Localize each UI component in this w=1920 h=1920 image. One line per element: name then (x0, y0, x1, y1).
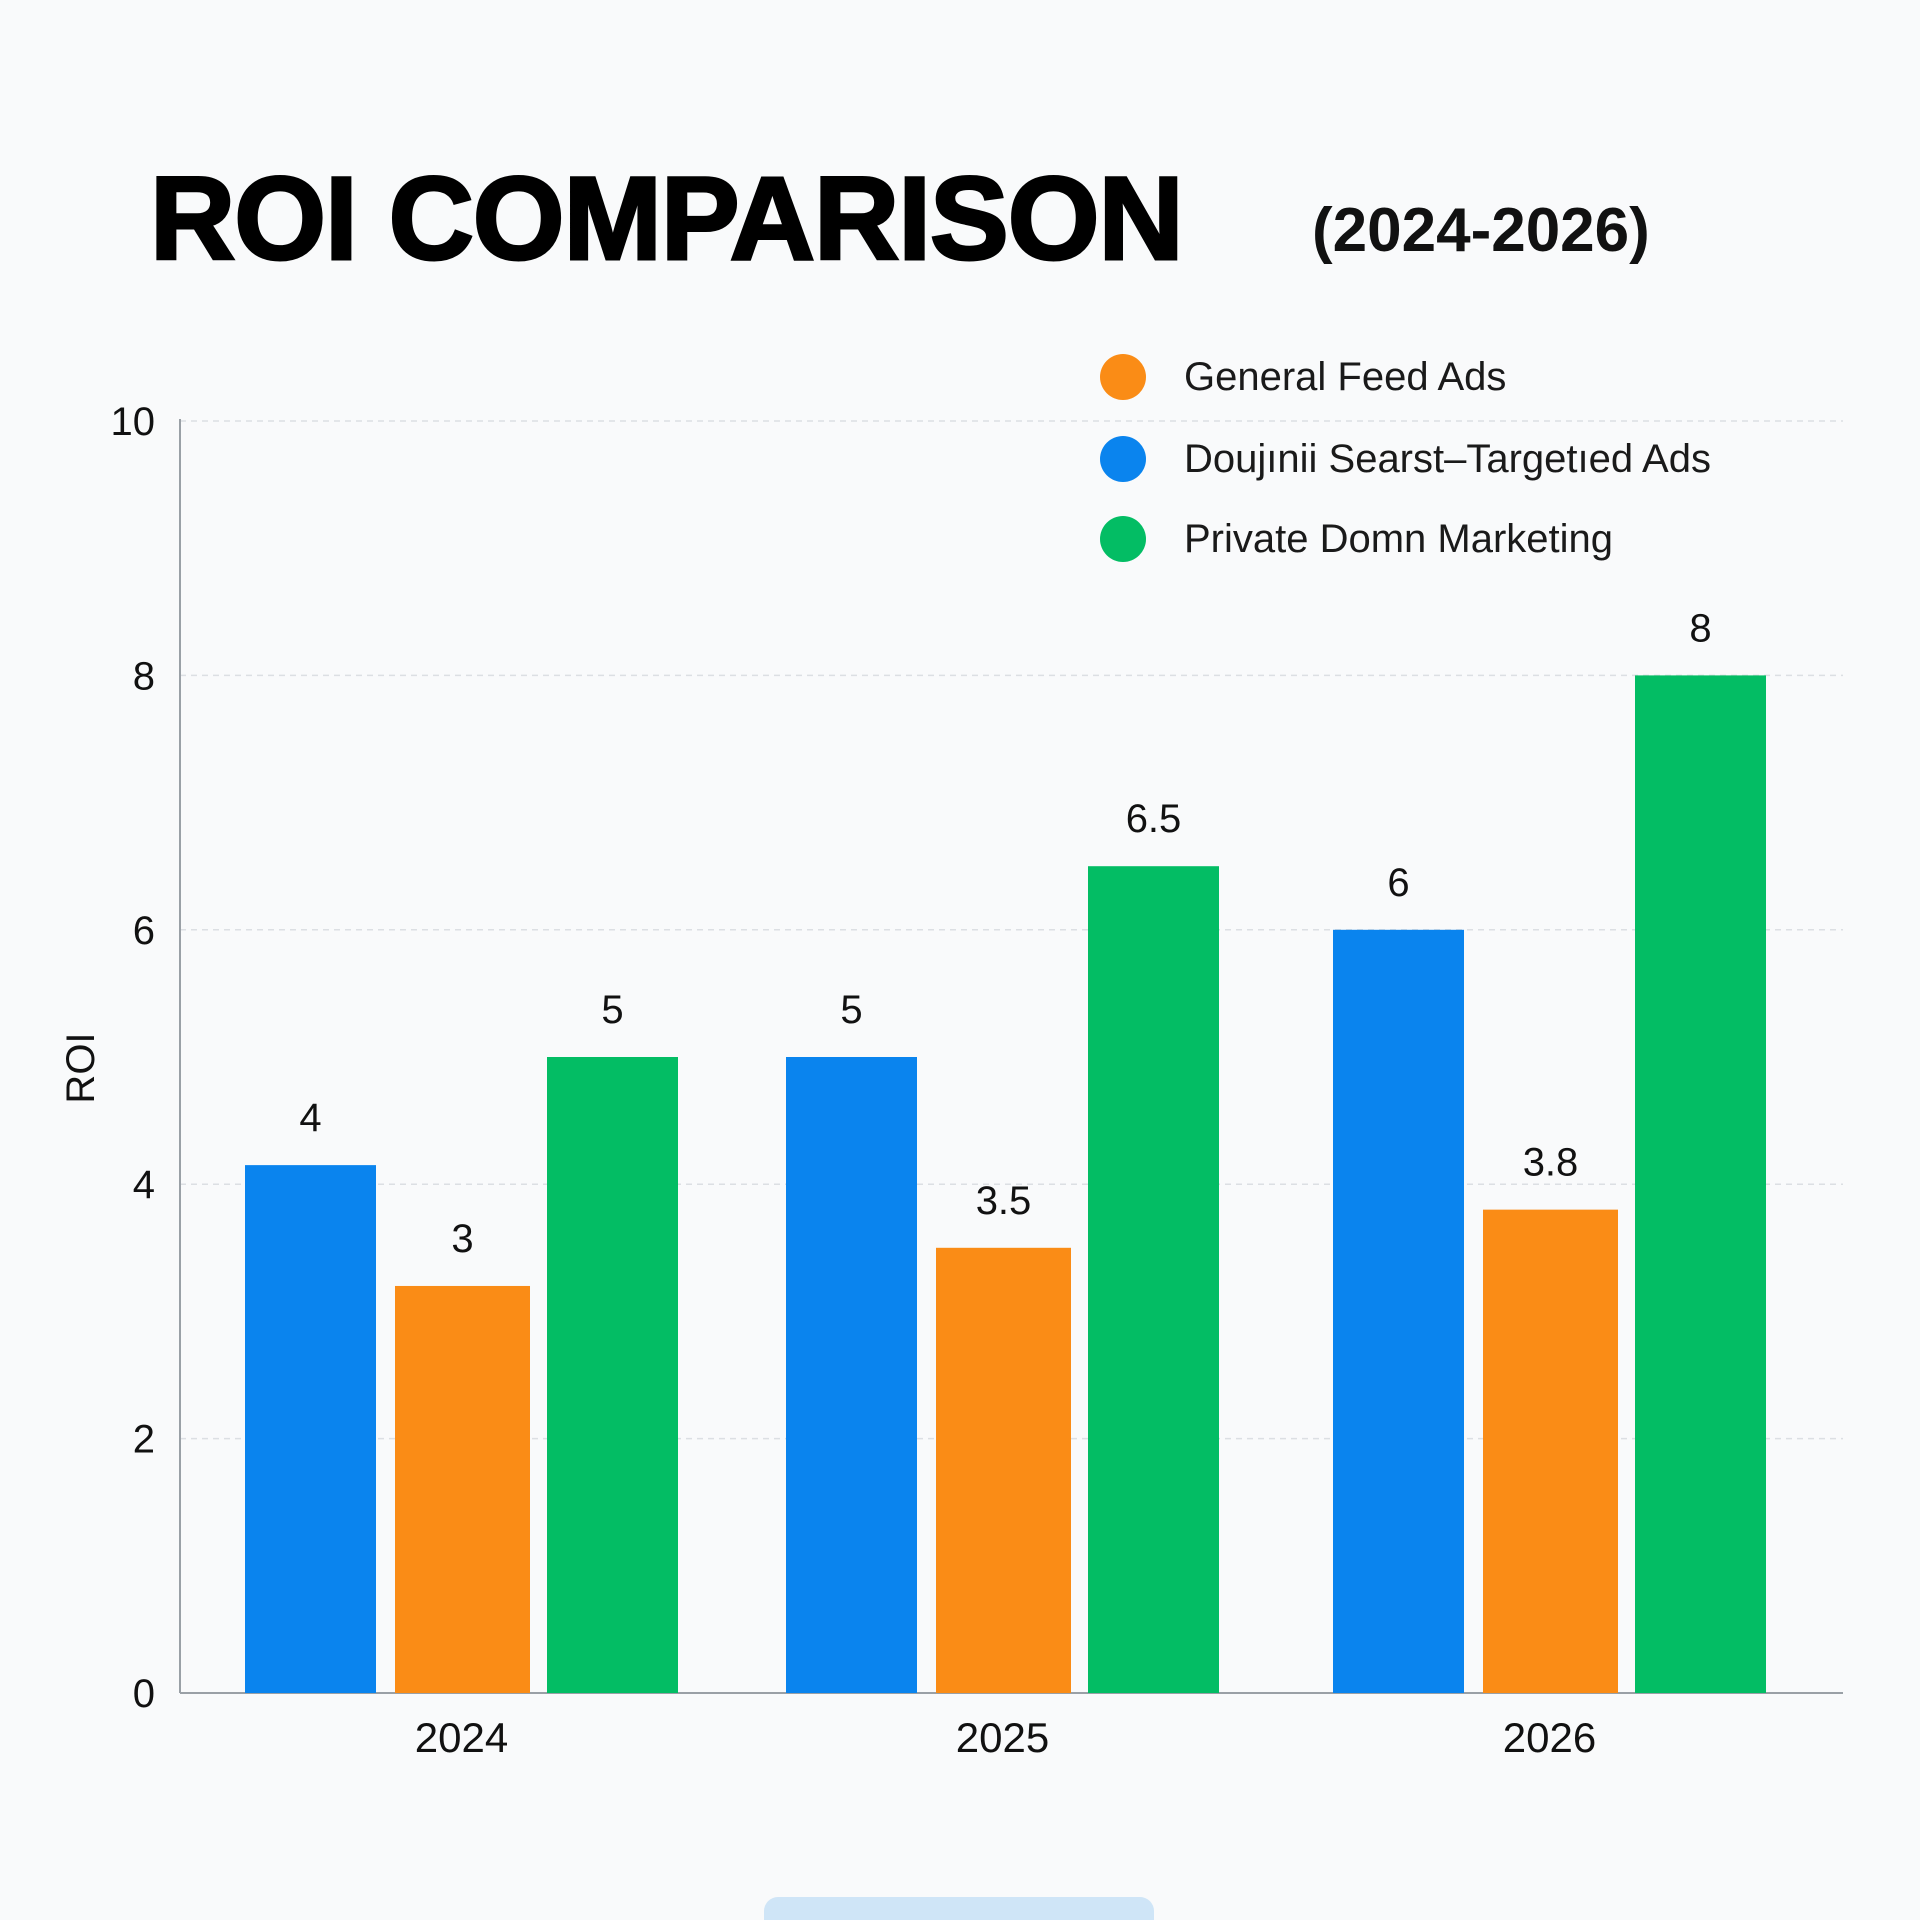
data-label-2025-2: 6.5 (1126, 797, 1182, 841)
chart-subtitle: (2024-2026) (1312, 196, 1650, 265)
legend-swatch-private-domain-marketing (1100, 516, 1146, 562)
bar-2026-general-feed-ads (1483, 1209, 1618, 1693)
bar-2026-private-domain-marketing (1635, 675, 1766, 1693)
y-tick-label-10: 10 (111, 400, 156, 444)
data-label-2025-0: 5 (840, 988, 862, 1032)
legend: General Feed Ads Doujınii Searst–Targetı… (1100, 354, 1711, 600)
legend-item-search-targeted-ads: Doujınii Searst–Targetıed Ads (1100, 436, 1711, 482)
data-label-2026-1: 3.8 (1523, 1141, 1579, 1185)
legend-swatch-search-targeted-ads (1100, 436, 1146, 482)
bar-2025-search-targeted-ads (786, 1057, 917, 1693)
legend-label-search-targeted-ads: Doujınii Searst–Targetıed Ads (1184, 436, 1711, 481)
legend-label-general-feed-ads: General Feed Ads (1184, 354, 1507, 399)
legend-swatch-general-feed-ads (1100, 354, 1146, 400)
data-label-2026-2: 8 (1689, 606, 1711, 650)
bar-2026-search-targeted-ads (1333, 929, 1464, 1693)
legend-label-private-domain-marketing: Private Domn Marketing (1184, 516, 1614, 561)
y-tick-label-6: 6 (133, 909, 155, 953)
decorative-blob (764, 1897, 1154, 1920)
bar-2024-search-targeted-ads (245, 1165, 376, 1693)
data-label-2024-1: 3 (451, 1217, 473, 1261)
bar-2024-private-domain-marketing (547, 1057, 678, 1693)
y-axis-label: ROI (59, 1032, 103, 1103)
bar-2025-private-domain-marketing (1088, 866, 1219, 1693)
data-label-2025-1: 3.5 (976, 1179, 1032, 1223)
data-label-2026-0: 6 (1387, 861, 1409, 905)
legend-item-private-domain-marketing: Private Domn Marketing (1100, 516, 1711, 562)
bar-2024-general-feed-ads (395, 1285, 530, 1693)
legend-item-general-feed-ads: General Feed Ads (1100, 354, 1711, 400)
x-tick-label-2024: 2024 (415, 1714, 508, 1761)
chart-title: ROI COMPARISON (149, 153, 1186, 285)
bar-2025-general-feed-ads (936, 1247, 1071, 1693)
y-tick-label-4: 4 (133, 1163, 155, 1207)
y-tick-label-8: 8 (133, 654, 155, 698)
x-tick-label-2026: 2026 (1503, 1714, 1596, 1761)
data-label-2024-2: 5 (601, 988, 623, 1032)
y-tick-label-0: 0 (133, 1672, 155, 1716)
x-tick-label-2025: 2025 (956, 1714, 1049, 1761)
y-tick-label-2: 2 (133, 1418, 155, 1462)
data-label-2024-0: 4 (299, 1096, 321, 1140)
